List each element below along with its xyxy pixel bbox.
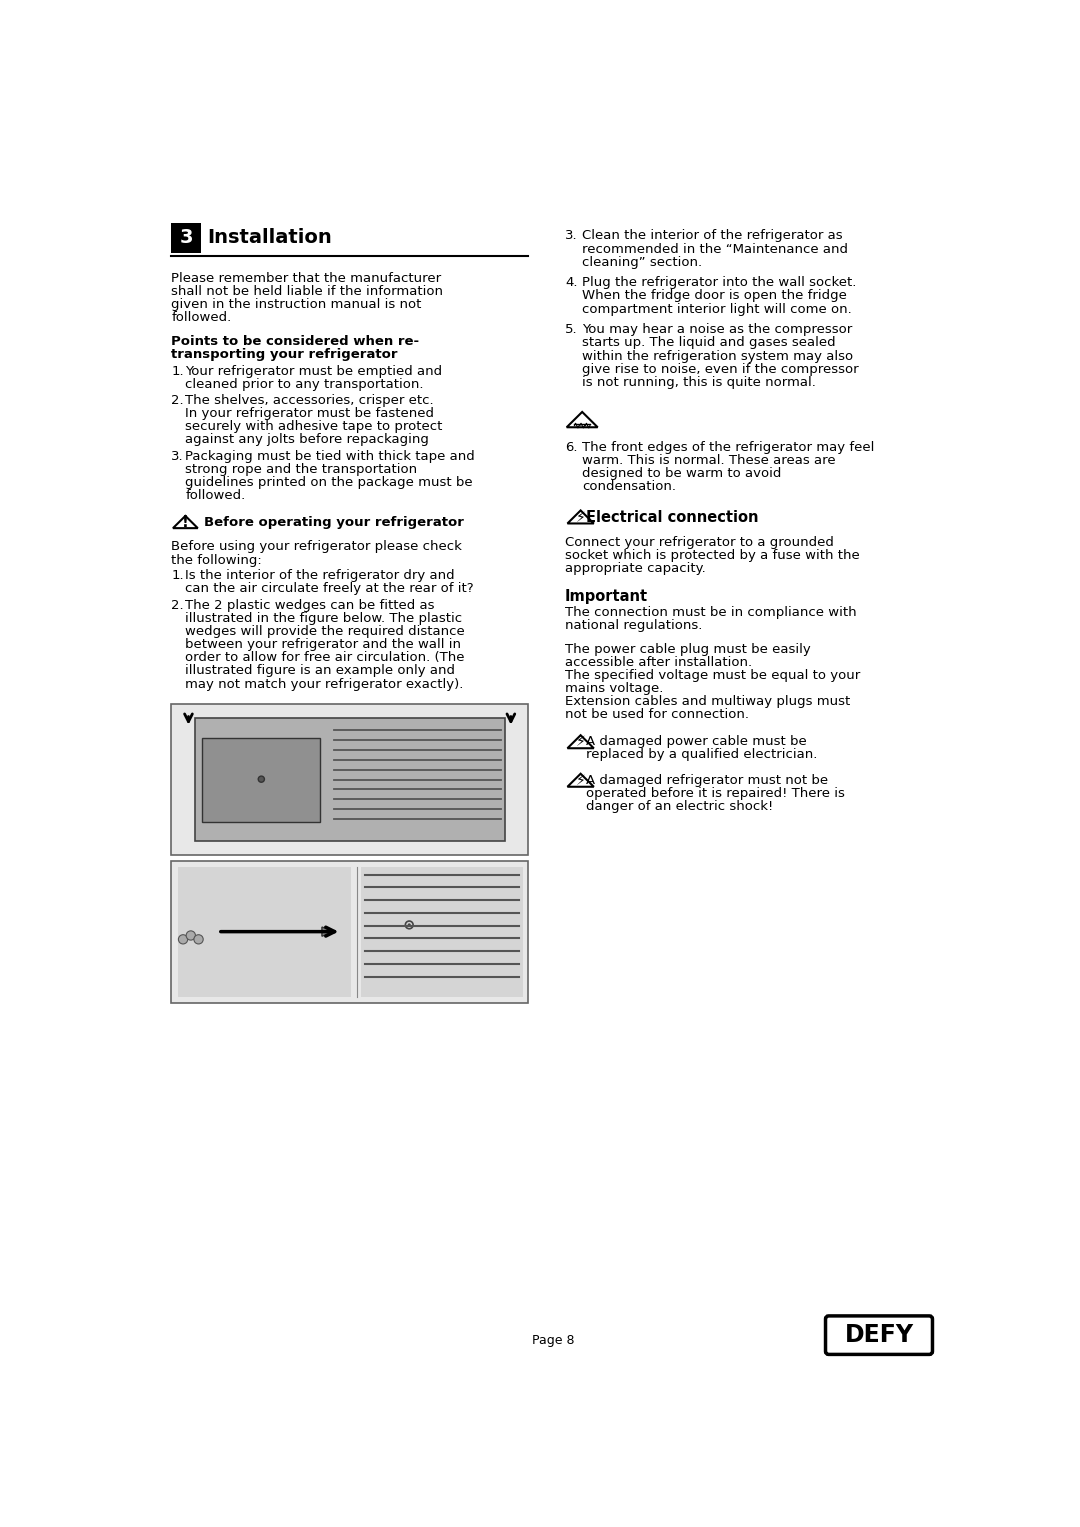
Text: A damaged power cable must be: A damaged power cable must be: [586, 734, 807, 748]
Text: mains voltage.: mains voltage.: [565, 683, 663, 695]
FancyBboxPatch shape: [361, 867, 523, 997]
Text: can the air circulate freely at the rear of it?: can the air circulate freely at the rear…: [186, 582, 474, 596]
Text: DEFY: DEFY: [845, 1324, 914, 1347]
Circle shape: [178, 935, 188, 944]
Text: is not running, this is quite normal.: is not running, this is quite normal.: [582, 376, 816, 389]
FancyBboxPatch shape: [172, 223, 201, 252]
Text: the following:: the following:: [172, 554, 262, 567]
Text: 3: 3: [179, 229, 193, 247]
Text: 6.: 6.: [565, 441, 578, 454]
Text: 1.: 1.: [172, 365, 184, 379]
Text: Electrical connection: Electrical connection: [586, 510, 758, 525]
Text: 5.: 5.: [565, 324, 578, 336]
Text: Clean the interior of the refrigerator as: Clean the interior of the refrigerator a…: [582, 229, 842, 243]
Text: Important: Important: [565, 589, 648, 603]
Text: transporting your refrigerator: transporting your refrigerator: [172, 348, 397, 360]
Text: The connection must be in compliance with: The connection must be in compliance wit…: [565, 606, 856, 618]
Text: strong rope and the transportation: strong rope and the transportation: [186, 463, 418, 476]
FancyBboxPatch shape: [172, 704, 528, 855]
Text: 1.: 1.: [172, 570, 184, 582]
FancyBboxPatch shape: [202, 738, 321, 822]
Text: The front edges of the refrigerator may feel: The front edges of the refrigerator may …: [582, 441, 875, 454]
Text: cleaning” section.: cleaning” section.: [582, 255, 702, 269]
Text: 2.: 2.: [172, 394, 184, 408]
Text: given in the instruction manual is not: given in the instruction manual is not: [172, 298, 422, 312]
Text: appropriate capacity.: appropriate capacity.: [565, 562, 706, 576]
Text: illustrated figure is an example only and: illustrated figure is an example only an…: [186, 664, 456, 678]
Text: within the refrigeration system may also: within the refrigeration system may also: [582, 350, 853, 362]
Text: When the fridge door is open the fridge: When the fridge door is open the fridge: [582, 290, 847, 302]
Text: condensation.: condensation.: [582, 481, 676, 493]
Text: replaced by a qualified electrician.: replaced by a qualified electrician.: [586, 748, 818, 762]
Text: illustrated in the figure below. The plastic: illustrated in the figure below. The pla…: [186, 612, 462, 625]
FancyBboxPatch shape: [172, 861, 528, 1003]
Text: 3.: 3.: [172, 449, 184, 463]
Text: warm. This is normal. These areas are: warm. This is normal. These areas are: [582, 454, 836, 467]
Circle shape: [258, 776, 265, 782]
Text: designed to be warm to avoid: designed to be warm to avoid: [582, 467, 782, 481]
Text: starts up. The liquid and gases sealed: starts up. The liquid and gases sealed: [582, 336, 836, 350]
Text: Your refrigerator must be emptied and: Your refrigerator must be emptied and: [186, 365, 443, 379]
Text: Connect your refrigerator to a grounded: Connect your refrigerator to a grounded: [565, 536, 834, 548]
Text: Before operating your refrigerator: Before operating your refrigerator: [204, 516, 463, 528]
Text: give rise to noise, even if the compressor: give rise to noise, even if the compress…: [582, 362, 859, 376]
Text: Installation: Installation: [207, 229, 332, 247]
Text: cleaned prior to any transportation.: cleaned prior to any transportation.: [186, 379, 423, 391]
FancyBboxPatch shape: [825, 1316, 932, 1354]
Text: recommended in the “Maintenance and: recommended in the “Maintenance and: [582, 243, 848, 255]
Text: Plug the refrigerator into the wall socket.: Plug the refrigerator into the wall sock…: [582, 276, 856, 290]
Text: securely with adhesive tape to protect: securely with adhesive tape to protect: [186, 420, 443, 434]
Text: Extension cables and multiway plugs must: Extension cables and multiway plugs must: [565, 695, 850, 709]
Circle shape: [186, 931, 195, 941]
Text: guidelines printed on the package must be: guidelines printed on the package must b…: [186, 476, 473, 489]
Text: In your refrigerator must be fastened: In your refrigerator must be fastened: [186, 408, 434, 420]
Text: ⚡: ⚡: [576, 736, 585, 750]
Text: The specified voltage must be equal to your: The specified voltage must be equal to y…: [565, 669, 861, 683]
Text: You may hear a noise as the compressor: You may hear a noise as the compressor: [582, 324, 852, 336]
Text: A damaged refrigerator must not be: A damaged refrigerator must not be: [586, 774, 828, 786]
Text: !: !: [181, 515, 189, 530]
Text: accessible after installation.: accessible after installation.: [565, 657, 753, 669]
Text: danger of an electric shock!: danger of an electric shock!: [586, 800, 773, 812]
FancyBboxPatch shape: [177, 867, 351, 997]
Text: Is the interior of the refrigerator dry and: Is the interior of the refrigerator dry …: [186, 570, 455, 582]
Text: 3.: 3.: [565, 229, 578, 243]
Text: The 2 plastic wedges can be fitted as: The 2 plastic wedges can be fitted as: [186, 599, 435, 612]
Text: shall not be held liable if the information: shall not be held liable if the informat…: [172, 286, 444, 298]
Text: Packaging must be tied with thick tape and: Packaging must be tied with thick tape a…: [186, 449, 475, 463]
Text: 4.: 4.: [565, 276, 578, 290]
Text: ⚡: ⚡: [576, 512, 585, 525]
Text: The shelves, accessories, crisper etc.: The shelves, accessories, crisper etc.: [186, 394, 434, 408]
Text: The power cable plug must be easily: The power cable plug must be easily: [565, 643, 811, 655]
Text: not be used for connection.: not be used for connection.: [565, 709, 750, 721]
Text: operated before it is repaired! There is: operated before it is repaired! There is: [586, 786, 845, 800]
Text: between your refrigerator and the wall in: between your refrigerator and the wall i…: [186, 638, 461, 651]
Text: Points to be considered when re-: Points to be considered when re-: [172, 334, 419, 348]
Text: wedges will provide the required distance: wedges will provide the required distanc…: [186, 625, 465, 638]
FancyBboxPatch shape: [194, 718, 504, 841]
Text: Page 8: Page 8: [532, 1335, 575, 1347]
Circle shape: [407, 924, 410, 927]
Text: 2.: 2.: [172, 599, 184, 612]
Text: socket which is protected by a fuse with the: socket which is protected by a fuse with…: [565, 548, 860, 562]
Text: Before using your refrigerator please check: Before using your refrigerator please ch…: [172, 541, 462, 553]
Text: compartment interior light will come on.: compartment interior light will come on.: [582, 302, 852, 316]
Text: Please remember that the manufacturer: Please remember that the manufacturer: [172, 272, 442, 286]
Circle shape: [194, 935, 203, 944]
Text: against any jolts before repackaging: against any jolts before repackaging: [186, 434, 429, 446]
Text: may not match your refrigerator exactly).: may not match your refrigerator exactly)…: [186, 678, 463, 690]
Polygon shape: [322, 927, 334, 936]
Text: ⚡: ⚡: [576, 774, 585, 788]
Text: national regulations.: national regulations.: [565, 618, 702, 632]
Text: followed.: followed.: [186, 489, 245, 502]
Text: followed.: followed.: [172, 312, 232, 324]
Text: order to allow for free air circulation. (The: order to allow for free air circulation.…: [186, 652, 464, 664]
